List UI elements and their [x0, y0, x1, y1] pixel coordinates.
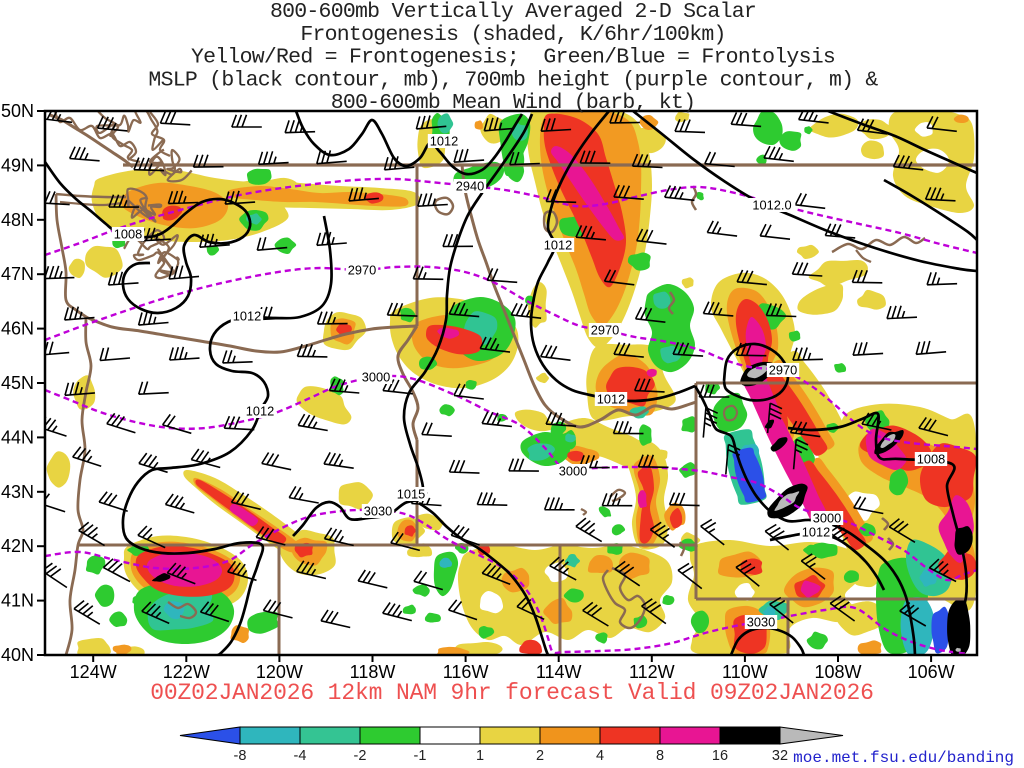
svg-text:1008: 1008: [114, 227, 142, 242]
svg-text:108W: 108W: [814, 662, 861, 682]
svg-text:Frontogenesis (shaded, K/6hr/1: Frontogenesis (shaded, K/6hr/100km): [300, 23, 725, 47]
svg-text:124W: 124W: [70, 662, 117, 682]
svg-text:42N: 42N: [1, 536, 34, 556]
svg-text:-1: -1: [414, 748, 427, 764]
svg-text:40N: 40N: [1, 645, 34, 665]
svg-text:Yellow/Red = Frontogenesis; G: Yellow/Red = Frontogenesis; Green/Blue =…: [191, 46, 835, 70]
svg-text:2970: 2970: [348, 263, 376, 278]
svg-text:-2: -2: [354, 748, 367, 764]
svg-text:112W: 112W: [629, 662, 675, 682]
svg-text:1: 1: [476, 748, 484, 764]
svg-text:1012: 1012: [544, 238, 572, 253]
svg-text:46N: 46N: [1, 319, 34, 339]
svg-text:114W: 114W: [536, 662, 582, 682]
svg-text:116W: 116W: [443, 662, 489, 682]
svg-text:1015: 1015: [397, 487, 425, 502]
svg-text:1012: 1012: [246, 404, 274, 419]
svg-text:2970: 2970: [591, 323, 619, 338]
svg-text:50N: 50N: [1, 101, 34, 121]
svg-text:-8: -8: [234, 748, 247, 764]
svg-text:MSLP (black contour, mb), 700m: MSLP (black contour, mb), 700mb height (…: [148, 68, 878, 92]
svg-text:122W: 122W: [163, 662, 210, 682]
svg-text:110W: 110W: [722, 662, 768, 682]
svg-text:3000: 3000: [559, 464, 587, 479]
svg-text:2970: 2970: [769, 363, 797, 378]
svg-text:118W: 118W: [350, 662, 396, 682]
svg-text:8: 8: [656, 748, 664, 764]
svg-text:3030: 3030: [364, 504, 392, 519]
svg-text:3000: 3000: [362, 370, 390, 385]
svg-text:48N: 48N: [1, 210, 34, 230]
svg-text:2940: 2940: [456, 179, 484, 194]
svg-text:moe.met.fsu.edu/banding: moe.met.fsu.edu/banding: [793, 749, 1014, 767]
svg-text:1012: 1012: [597, 392, 625, 407]
svg-text:1008: 1008: [917, 452, 945, 467]
svg-text:32: 32: [772, 748, 788, 764]
svg-text:800-600mb Mean Wind (barb, kt): 800-600mb Mean Wind (barb, kt): [331, 91, 696, 115]
svg-text:106W: 106W: [908, 662, 955, 682]
svg-text:43N: 43N: [1, 482, 34, 502]
svg-text:1012: 1012: [233, 309, 261, 324]
svg-text:800-600mb Vertically Averaged: 800-600mb Vertically Averaged 2-D Scalar: [270, 0, 756, 24]
svg-text:120W: 120W: [256, 662, 303, 682]
svg-text:4: 4: [596, 748, 604, 764]
svg-text:49N: 49N: [1, 155, 34, 175]
svg-text:1012: 1012: [430, 134, 458, 149]
svg-text:1012: 1012: [802, 525, 830, 540]
svg-text:3030: 3030: [747, 615, 775, 630]
svg-text:-4: -4: [294, 748, 307, 764]
svg-text:41N: 41N: [1, 591, 34, 611]
svg-text:45N: 45N: [1, 373, 34, 393]
svg-text:44N: 44N: [1, 427, 34, 447]
svg-text:1012.0: 1012.0: [752, 198, 791, 213]
svg-text:00Z02JAN2026 12km NAM 9hr fore: 00Z02JAN2026 12km NAM 9hr forecast Valid…: [150, 680, 874, 706]
svg-text:47N: 47N: [1, 264, 34, 284]
svg-text:3000: 3000: [813, 511, 841, 526]
svg-text:16: 16: [712, 748, 728, 764]
svg-text:2: 2: [536, 748, 544, 764]
